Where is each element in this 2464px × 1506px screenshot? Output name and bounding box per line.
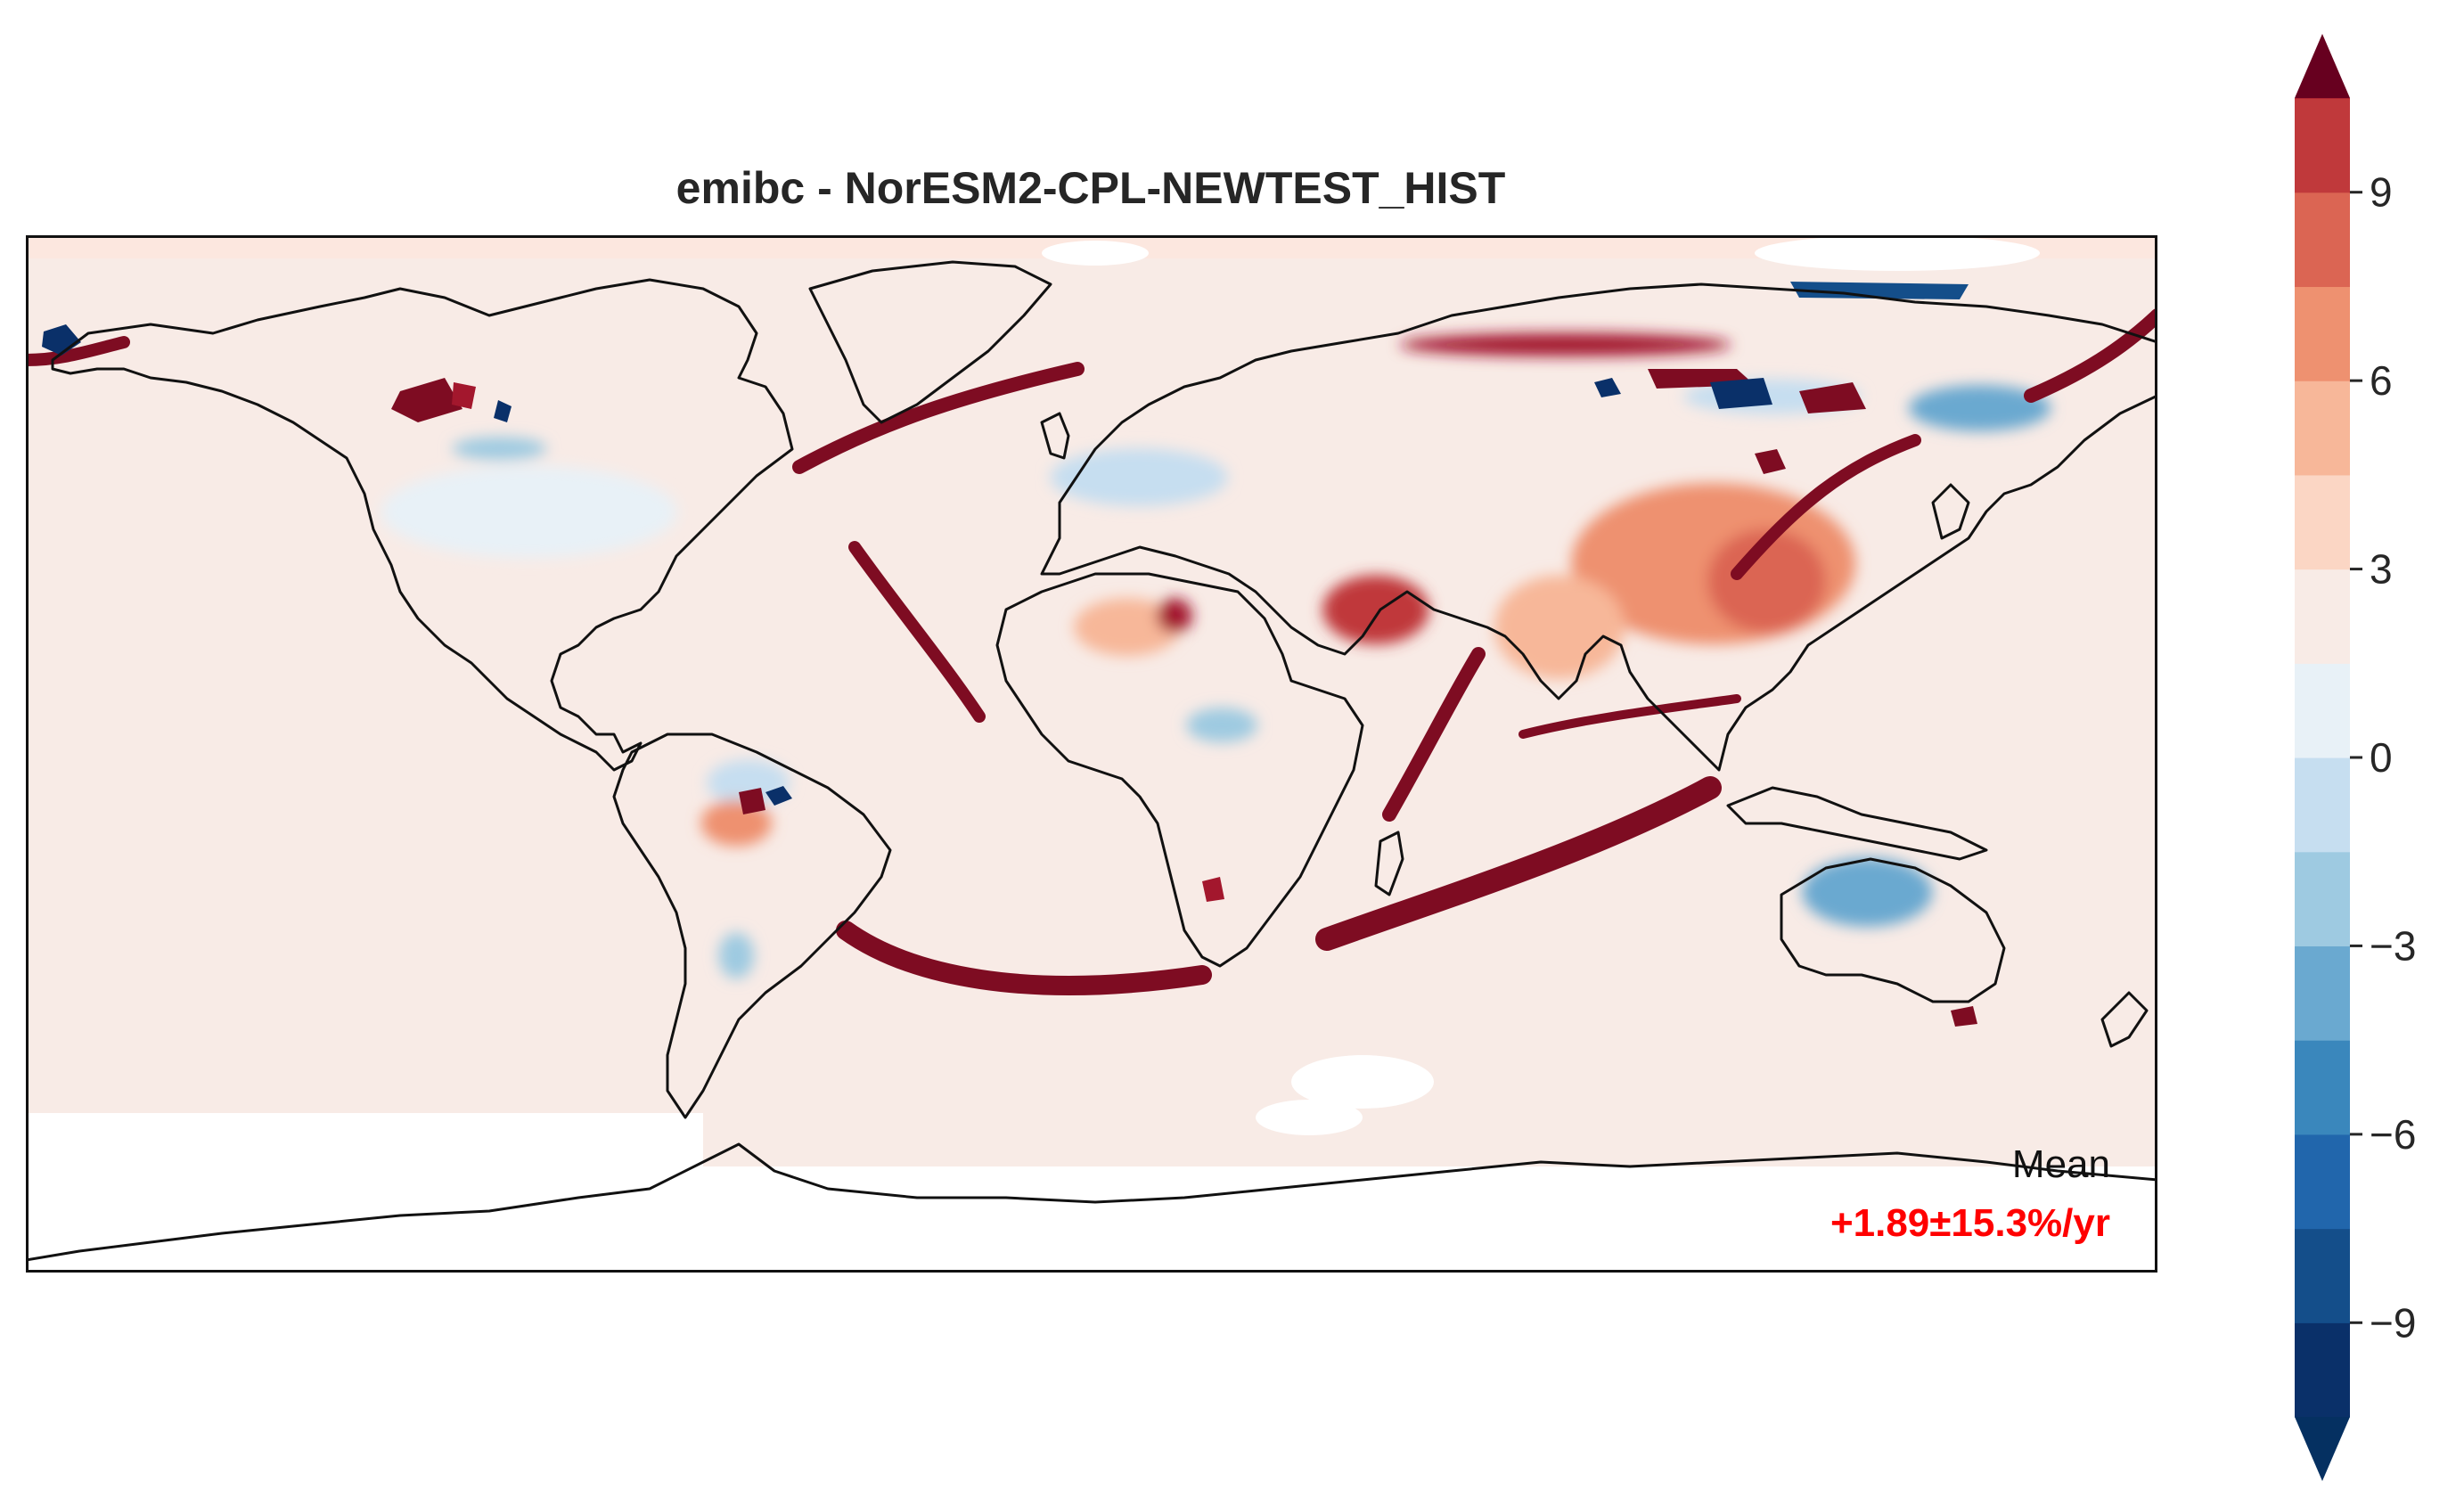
colorbar-tick-label: −3 (2370, 922, 2416, 969)
map-title: emibc - NorESM2-CPL-NEWTEST_HIST (675, 163, 1506, 213)
colorbar-segment (2295, 474, 2350, 570)
hotspot-canada-red (391, 378, 463, 422)
colorbar: 9 6 3 0 −3 −6 −9 (2295, 34, 2416, 1481)
region-sahara-west (1074, 598, 1181, 657)
colorbar-segments (2295, 34, 2350, 1481)
colorbar-segment (2295, 757, 2350, 853)
hotspot-canada-red (452, 382, 476, 409)
hotspot-south-africa-red (1202, 877, 1224, 902)
colorbar-segment (2295, 192, 2350, 288)
colorbar-tick-label: −9 (2370, 1299, 2416, 1346)
lane-north-pacific (2024, 308, 2157, 403)
map-frame (26, 235, 2157, 1273)
region-europe-blue (1050, 448, 1228, 506)
hotspot-mongolia-red (1755, 449, 1786, 474)
missing-data-southern-ocean (26, 1113, 703, 1175)
hotspot-alaska-blue (42, 324, 81, 356)
hotspot-far-east-red (1799, 382, 1866, 413)
region-canada-blue (452, 437, 547, 461)
coastline-maritime-asia (1726, 786, 1988, 861)
colorbar-segment (2295, 1134, 2350, 1230)
coastline-antarctica (26, 1142, 2157, 1273)
colorbar-segment (2295, 1040, 2350, 1135)
mean-value: +1.89±15.3%/yr (1830, 1201, 2110, 1245)
coastline-greenland (808, 260, 1052, 424)
missing-data-antarctic (26, 1166, 2157, 1273)
shipping-lanes (26, 308, 2157, 995)
lane-east-asia (1731, 434, 1921, 580)
coastline-british-isles (1040, 412, 1070, 460)
coastline-madagascar (1374, 831, 1404, 896)
coastline-south-america (612, 733, 892, 1119)
region-east-china (1707, 528, 1826, 634)
region-arabia (1322, 575, 1429, 645)
coastline-australia (1780, 857, 2006, 1003)
lane-south-atlantic (836, 921, 1212, 995)
colorbar-over-arrow (2295, 34, 2350, 98)
region-india (1494, 575, 1625, 679)
colorbar-segment (2295, 851, 2350, 947)
missing-data-patch (1042, 241, 1149, 266)
hotspot-siberia-blue (1710, 378, 1772, 409)
missing-data-patches (26, 235, 2157, 1273)
missing-data-patch (1755, 235, 2040, 271)
lane-arabian-sea (1519, 694, 1741, 739)
region-arctic-russia-red (1399, 332, 1731, 356)
missing-data-patch (1256, 1100, 1363, 1135)
colorbar-segment (2295, 98, 2350, 193)
emission-field-regions (381, 332, 2051, 979)
hotspot-tasmania-red (1951, 1006, 1977, 1027)
coastline-new-zealand (2100, 991, 2149, 1048)
colorbar-segment (2295, 98, 2350, 99)
hotspot-europe-blue (1594, 378, 1621, 397)
colorbar-segment (2295, 286, 2350, 381)
coastline-eurasia (1040, 282, 2157, 772)
colorbar-segment (2295, 663, 2350, 758)
map-panel (26, 235, 2157, 1273)
region-australia-blue (1802, 857, 1933, 927)
hotspot-hudson-blue (494, 400, 512, 422)
colorbar-segment (2295, 945, 2350, 1041)
region-north-america-blue (381, 465, 677, 559)
coastlines (26, 260, 2157, 1273)
lane-north-atlantic (792, 362, 1085, 474)
colorbar-tick-label: 3 (2370, 546, 2393, 593)
colorbar-segment (2295, 1228, 2350, 1323)
colorbar-tick-label: 9 (2370, 169, 2393, 216)
hotspot-amazon-blue (765, 786, 792, 806)
lane-west-africa (848, 541, 986, 723)
coastline-africa (995, 572, 1364, 968)
hotspot-amazon-red (739, 788, 765, 814)
mean-label: Mean (2011, 1142, 2110, 1186)
coastline-japan (1931, 483, 1970, 540)
colorbar-tick-label: 0 (2370, 734, 2393, 781)
region-sahara-hot (1157, 598, 1192, 634)
colorbar-under-arrow (2295, 1417, 2350, 1481)
colorbar-segment (2295, 569, 2350, 664)
colorbar-segment (2295, 381, 2350, 476)
hotspot-arctic-blue (1790, 282, 1969, 299)
region-pampas-blue (718, 932, 755, 979)
colorbar-segment (2295, 1322, 2350, 1418)
region-sahel-blue (1186, 708, 1258, 743)
lane-mozambique (1382, 647, 1486, 822)
missing-data-patch (1291, 1055, 1434, 1109)
lane-indian-ocean (1315, 776, 1722, 951)
colorbar-tick-label: −6 (2370, 1111, 2416, 1158)
hotspots (42, 282, 1977, 1027)
coastline-north-america (51, 278, 794, 772)
lane-pacific-west (26, 336, 130, 366)
region-east-siberia-blue (1908, 385, 2051, 431)
colorbar-ticks: 9 6 3 0 −3 −6 −9 (2350, 169, 2416, 1346)
colorbar-tick-label: 6 (2370, 357, 2393, 404)
